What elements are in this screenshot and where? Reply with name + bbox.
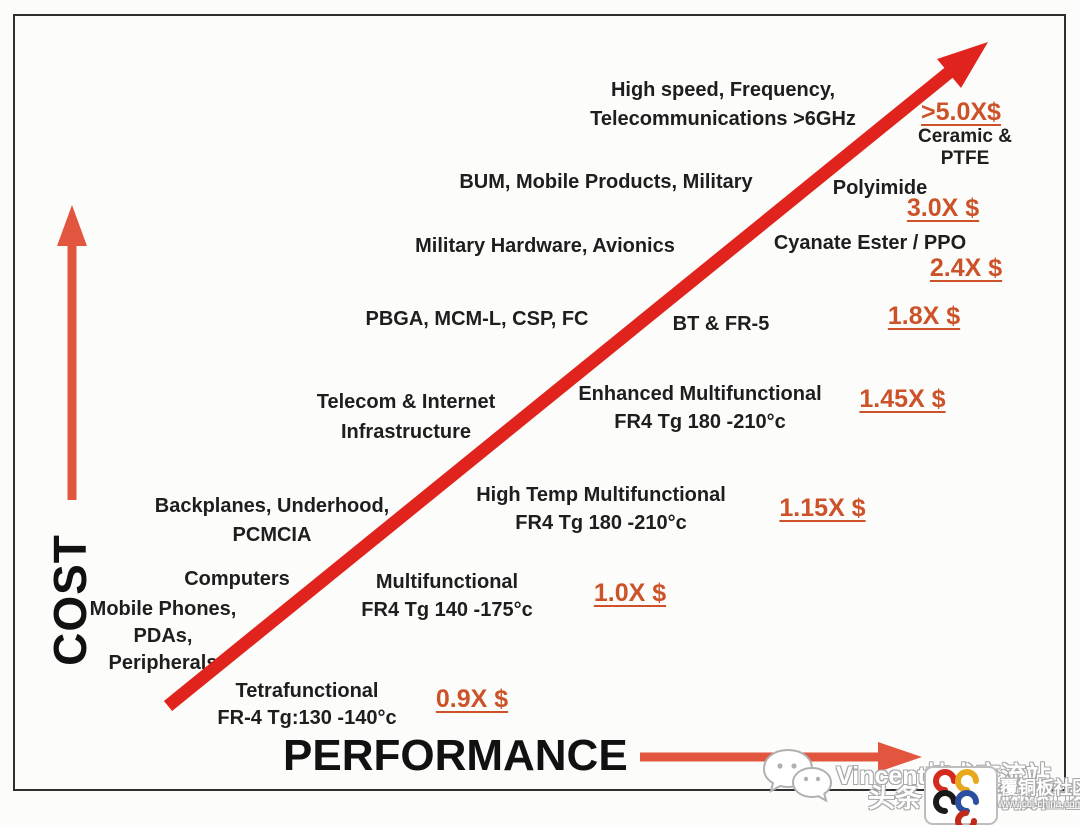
ccl-community-logo-icon [924,766,998,825]
diagram-frame [13,14,1066,791]
tier-cost-multiplier: 1.0X $ [593,579,667,607]
tier-cost-multiplier: 1.15X $ [779,494,866,522]
y-axis-label: COST [44,534,96,666]
tier-cost-multiplier: 1.8X $ [887,302,961,330]
tier-material: BT & FR-5 [672,313,770,335]
x-axis-label: PERFORMANCE [283,731,628,780]
tier-cost-multiplier: >5.0X$ [921,98,1001,126]
tier-material: Tetrafunctional FR-4 Tg:130 -140°c [217,680,397,729]
tier-material: Multifunctional FR4 Tg 140 -175°c [361,571,533,621]
tier-cost-multiplier: 1.45X $ [859,385,946,413]
tier-applications: BUM, Mobile Products, Military [459,171,753,193]
tier-material: High Temp Multifunctional FR4 Tg 180 -21… [476,484,726,534]
wechat-bubbles-icon [762,748,833,803]
tier-material: Ceramic & PTFE [918,126,1012,169]
tier-cost-multiplier: 2.4X $ [929,254,1003,282]
tier-applications: Telecom & Internet Infrastructure [316,391,496,443]
tier-cost-multiplier: 0.9X $ [435,685,509,713]
tier-material: Enhanced Multifunctional FR4 Tg 180 -210… [578,383,822,433]
tier-applications: PBGA, MCM-L, CSP, FC [365,308,589,330]
tier-applications: Backplanes, Underhood, PCMCIA [154,495,390,546]
community-name-watermark: 覆铜板社区 [1000,778,1080,798]
tier-applications: Military Hardware, Avionics [415,235,675,257]
tier-applications: High speed, Frequency, Telecommunication… [590,79,856,130]
community-url-watermark: www.ccl-china.com [998,799,1080,810]
tier-cost-multiplier: 3.0X $ [906,194,980,222]
tier-material: Cyanate Ester / PPO [773,232,967,254]
